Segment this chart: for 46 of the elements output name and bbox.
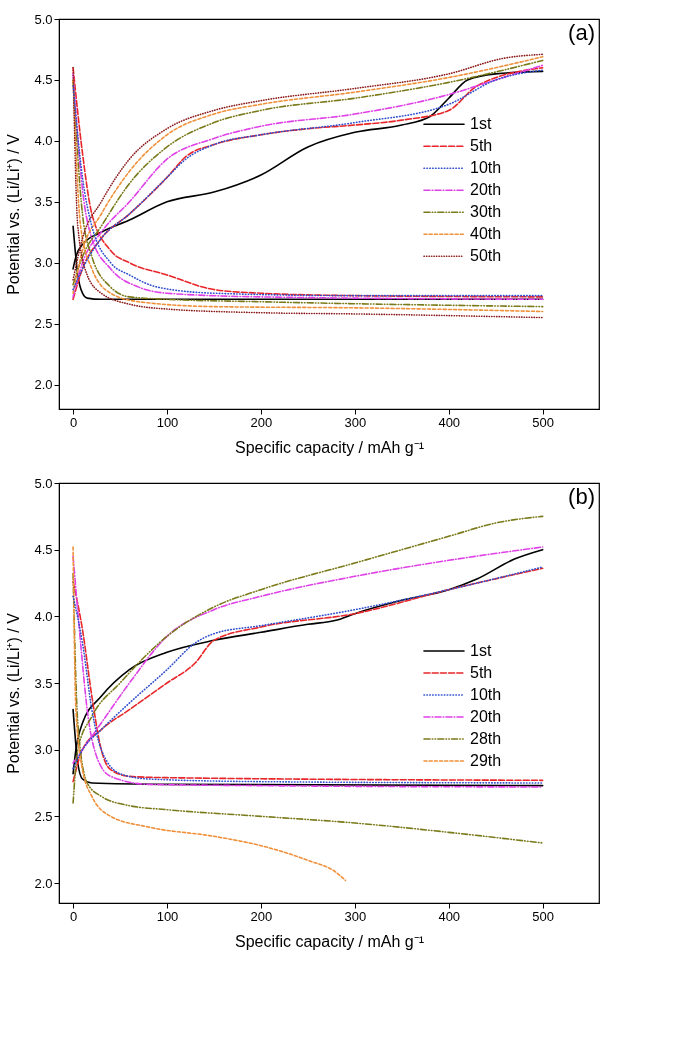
y-tick-label: 2.0 (34, 377, 53, 393)
y-tick-label: 3.0 (34, 255, 53, 271)
x-axis-title: Specific capacity / mAh g⁻¹ (234, 932, 425, 950)
y-tick-label: 2.5 (34, 316, 53, 332)
legend-label: 28th (470, 730, 502, 747)
legend-label: 20th (470, 708, 502, 725)
y-axis-title: Potential vs. (Li/Li⁺) / V (5, 612, 23, 774)
legend-label: 10th (470, 159, 502, 177)
legend-label: 5th (470, 137, 493, 155)
legend-label: 10th (470, 686, 502, 703)
y-tick-label: 3.5 (34, 194, 53, 210)
x-axis-title: Specific capacity / mAh g⁻¹ (234, 438, 425, 456)
y-tick-label: 4.5 (34, 72, 53, 88)
x-tick-label: 300 (344, 414, 367, 430)
y-tick-label: 4.0 (34, 133, 53, 149)
x-tick-label: 200 (250, 908, 273, 924)
y-tick-label: 5.0 (34, 475, 53, 491)
x-tick-label: 0 (69, 908, 78, 924)
y-axis-title: Potential vs. (Li/Li⁺) / V (5, 133, 23, 295)
y-tick-label: 4.5 (34, 542, 53, 558)
legend-label: 5th (470, 664, 493, 681)
legend-label: 20th (470, 181, 502, 199)
y-tick-label: 2.5 (34, 808, 53, 824)
annotation: (b) (568, 484, 595, 509)
x-tick-label: 200 (250, 414, 273, 430)
y-tick-label: 4.0 (34, 608, 53, 624)
legend-label: 30th (470, 203, 502, 221)
x-tick-label: 0 (69, 414, 78, 430)
x-tick-label: 300 (344, 908, 367, 924)
y-tick-label: 3.0 (34, 742, 53, 758)
x-tick-label: 400 (438, 908, 461, 924)
x-tick-label: 100 (156, 908, 179, 924)
legend-label: 29th (470, 752, 502, 769)
x-tick-label: 500 (532, 414, 554, 430)
x-tick-label: 400 (438, 414, 461, 430)
legend-label: 1st (470, 115, 492, 133)
x-tick-label: 100 (156, 414, 179, 430)
legend-label: 50th (470, 247, 502, 265)
y-tick-label: 3.5 (34, 675, 53, 691)
y-tick-label: 2.0 (34, 875, 53, 891)
legend-label: 40th (470, 225, 502, 243)
y-tick-label: 5.0 (34, 11, 53, 27)
annotation: (a) (568, 20, 595, 45)
x-tick-label: 500 (532, 908, 554, 924)
line-series (72, 546, 347, 882)
legend-label: 1st (470, 642, 492, 659)
